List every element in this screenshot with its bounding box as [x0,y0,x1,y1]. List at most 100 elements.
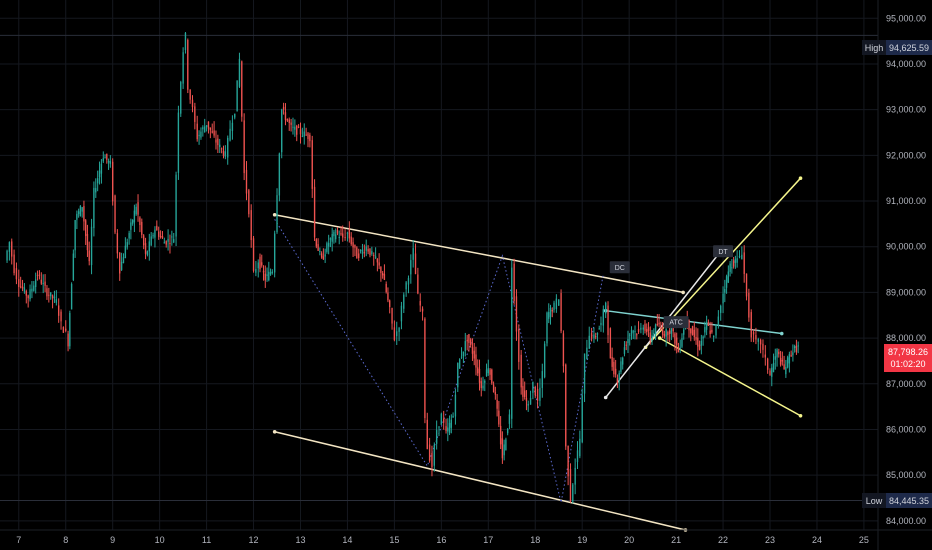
candle-body [224,151,227,157]
candle-body [769,370,771,376]
candle-body [131,220,134,224]
annotation-box[interactable] [609,261,630,274]
candle-body [324,254,326,257]
candle-body [642,327,644,330]
candle-body [548,312,550,319]
candle-body [191,99,194,108]
candle-body [607,305,609,336]
candle-body [492,384,495,393]
trendline-anchor[interactable] [657,336,662,340]
candle-body [637,329,640,332]
candle-body [171,236,173,238]
annotation-box[interactable] [663,316,689,329]
trendline-anchor[interactable] [681,290,685,295]
candle-body [480,381,482,389]
trendline[interactable] [605,250,722,398]
candle-body [18,279,20,287]
price-tick-label: 88,000.00 [886,333,926,343]
candle-body [159,236,162,238]
candle-body [169,243,171,245]
candle-body [625,344,627,346]
candle-body [518,329,520,362]
trendline-anchor[interactable] [272,429,277,434]
candle-body [445,426,447,431]
candle-body [219,144,221,148]
candle-body [156,225,158,231]
candle-body [431,452,433,468]
candle-body [6,250,8,261]
candle-body [529,397,532,405]
candle-body [204,126,206,133]
annotation-box[interactable] [713,245,734,258]
annotation-label: DT [718,249,728,256]
candle-body [234,113,236,118]
candle-body [331,234,333,242]
candle-body [356,247,358,259]
trendline-anchor[interactable] [779,331,784,336]
low-price-tag: Low 84,445.35 [862,493,932,508]
candle-body [558,299,560,306]
trendline[interactable] [659,337,801,417]
candle-body [609,328,612,359]
zigzag-pattern[interactable] [274,219,604,503]
candle-body [313,186,316,238]
candle-body [457,363,459,388]
trendline-anchor[interactable] [798,413,803,418]
candle-body [779,357,782,365]
candle-body [484,380,486,383]
candle-body [717,316,720,325]
candle-body [100,163,103,174]
candle-body [748,292,750,318]
candle-body [231,122,234,131]
candle-body [468,334,470,343]
date-tick-label: 18 [530,535,540,545]
candle-body [19,286,22,288]
trendline-anchor[interactable] [603,395,608,400]
candle-body [354,244,356,248]
candle-body [389,300,391,308]
candle-body [385,283,387,293]
candle-body [433,444,435,466]
candle-body [294,126,296,130]
candle-body [485,369,488,377]
candle-body [259,256,261,270]
candle-body [581,395,583,443]
trendline[interactable] [605,309,782,335]
candle-body [309,134,311,142]
candle-body [629,334,631,336]
candle-body [489,369,491,375]
candle-body [67,333,69,347]
trendline[interactable] [274,431,686,531]
price-axis[interactable]: 95,000.00 94,000.00 93,000.00 92,000.00 91,0… [886,13,926,526]
candle-body [374,256,377,258]
candle-body [630,329,633,334]
candle-body [712,335,715,338]
candle-body [311,140,313,189]
last-price-box [884,344,932,372]
time-axis[interactable]: 7 8 9 10 11 12 13 14 15 16 17 18 19 20 21 22 23 24 25 [16,535,869,545]
trendline-anchor[interactable] [798,176,803,180]
candle-body [255,268,257,273]
candle-body [276,195,278,233]
candle-body [130,222,132,230]
candle-body [257,262,259,269]
candle-body [658,322,660,325]
trendline-anchor[interactable] [272,212,277,217]
candle-body [598,328,600,330]
candle-body [250,210,252,241]
candle-body [539,387,541,401]
candle-body [141,221,143,235]
candle-body [711,329,713,333]
candle-body [579,438,581,457]
candle-body [407,278,410,285]
candle-body [367,248,369,252]
candle-body [158,231,160,237]
candle-body [614,368,617,375]
candle-body [515,296,518,332]
candle-body [371,251,373,255]
candle-body [98,170,101,178]
candle-body [651,335,653,342]
candle-body [660,327,662,329]
